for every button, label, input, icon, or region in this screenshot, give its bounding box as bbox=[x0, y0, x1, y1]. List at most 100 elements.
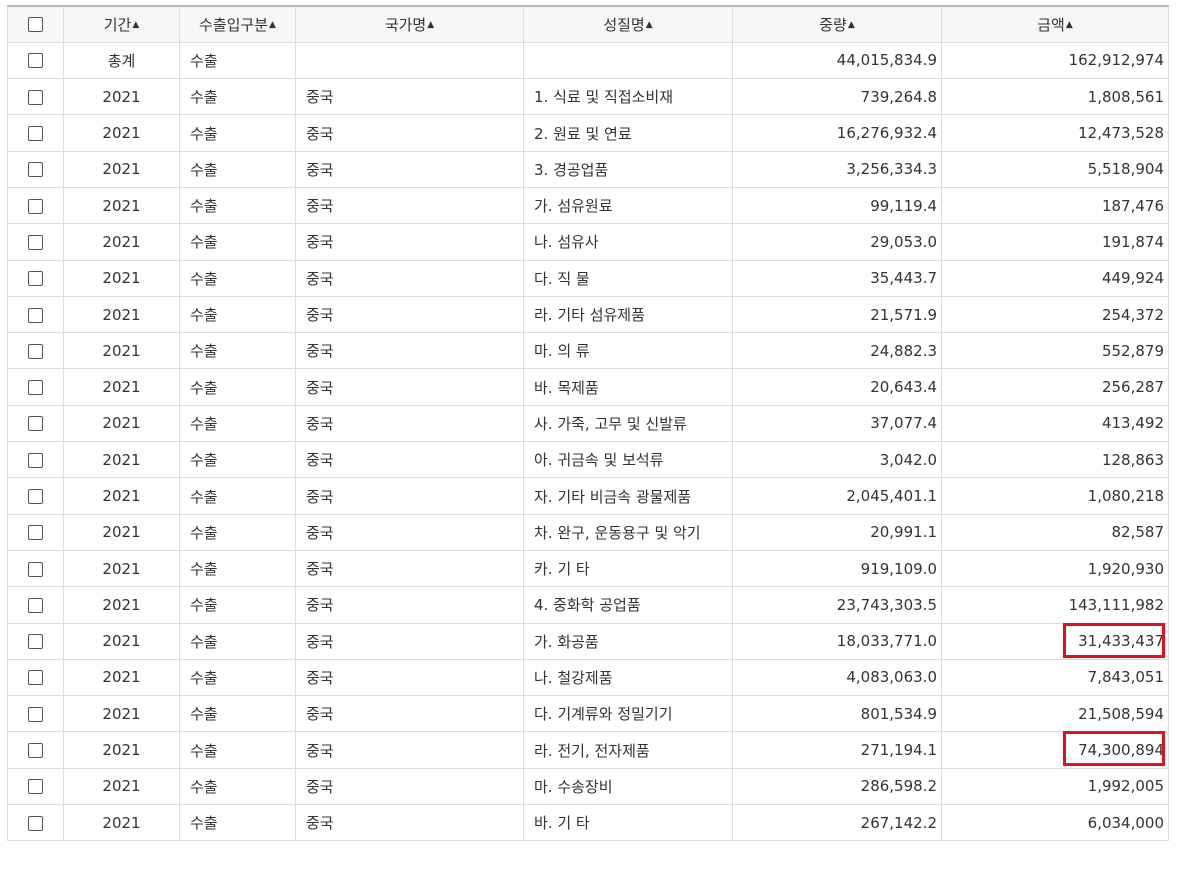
table-row[interactable]: 2021 수출 중국 다. 기계류와 정밀기기 801,534.9 21,508,594 bbox=[7, 695, 1169, 733]
row-checkbox[interactable] bbox=[28, 525, 43, 541]
column-header-label: 중량 bbox=[819, 15, 847, 34]
cell-amount: 1,920,930 bbox=[941, 549, 1169, 588]
table-row[interactable]: 총계 수출 44,015,834.9 162,912,974 bbox=[7, 41, 1169, 80]
cell-amount: 21,508,594 bbox=[941, 695, 1169, 733]
cell-property: 마. 수송장비 bbox=[523, 767, 733, 806]
sort-icon[interactable]: ▲︎ bbox=[427, 20, 435, 31]
cell-country: 중국 bbox=[295, 114, 524, 152]
table-row[interactable]: 2021 수출 중국 아. 귀금속 및 보석류 3,042.0 128,863 bbox=[7, 441, 1169, 479]
row-checkbox[interactable] bbox=[28, 271, 43, 287]
row-checkbox[interactable] bbox=[28, 126, 43, 142]
row-checkbox[interactable] bbox=[28, 343, 43, 359]
sort-icon[interactable]: ▲︎ bbox=[847, 20, 855, 31]
row-checkbox[interactable] bbox=[28, 53, 43, 69]
cell-country: 중국 bbox=[295, 259, 524, 297]
table-row[interactable]: 2021 수출 중국 가. 화공품 18,033,771.0 31,433,437 bbox=[7, 622, 1169, 660]
table-row[interactable]: 2021 수출 중국 바. 목제품 20,643.4 256,287 bbox=[7, 368, 1169, 406]
table-row[interactable]: 2021 수출 중국 라. 기타 섬유제품 21,571.9 254,372 bbox=[7, 295, 1169, 334]
cell-weight: 16,276,932.4 bbox=[732, 114, 942, 152]
cell-property: 라. 기타 섬유제품 bbox=[523, 295, 733, 334]
cell-weight: 18,033,771.0 bbox=[732, 622, 942, 660]
cell-property: 나. 섬유사 bbox=[523, 223, 733, 261]
table-row[interactable]: 2021 수출 중국 다. 직 물 35,443.7 449,924 bbox=[7, 259, 1169, 297]
cell-property: 가. 화공품 bbox=[523, 622, 733, 660]
table-row[interactable]: 2021 수출 중국 2. 원료 및 연료 16,276,932.4 12,473,528 bbox=[7, 114, 1169, 152]
column-header-trade-type[interactable]: 수출입구분▲︎ bbox=[179, 4, 296, 43]
sort-icon[interactable]: ▲︎ bbox=[1065, 20, 1073, 31]
table-row[interactable]: 2021 수출 중국 나. 섬유사 29,053.0 191,874 bbox=[7, 223, 1169, 261]
column-header-label: 금액 bbox=[1037, 15, 1065, 34]
row-select-cell bbox=[7, 186, 64, 225]
column-header-property[interactable]: 성질명▲︎ bbox=[523, 4, 733, 43]
cell-weight: 3,042.0 bbox=[732, 441, 942, 479]
row-select-cell bbox=[7, 332, 64, 370]
table-row[interactable]: 2021 수출 중국 마. 수송장비 286,598.2 1,992,005 bbox=[7, 767, 1169, 806]
row-select-cell bbox=[7, 441, 64, 479]
row-checkbox[interactable] bbox=[28, 561, 43, 577]
row-checkbox[interactable] bbox=[28, 307, 43, 323]
cell-amount: 552,879 bbox=[941, 332, 1169, 370]
table-row[interactable]: 2021 수출 중국 라. 전기, 전자제품 271,194.1 74,300,894 bbox=[7, 731, 1169, 769]
table-row[interactable]: 2021 수출 중국 3. 경공업품 3,256,334.3 5,518,904 bbox=[7, 150, 1169, 188]
column-header-amount[interactable]: 금액▲︎ bbox=[941, 4, 1169, 43]
cell-trade-type: 수출 bbox=[179, 41, 296, 80]
row-checkbox[interactable] bbox=[28, 380, 43, 396]
row-checkbox[interactable] bbox=[28, 815, 43, 831]
cell-period: 총계 bbox=[63, 41, 180, 80]
cell-trade-type: 수출 bbox=[179, 441, 296, 479]
row-select-cell bbox=[7, 731, 64, 769]
cell-period: 2021 bbox=[63, 114, 180, 152]
cell-country: 중국 bbox=[295, 150, 524, 188]
cell-period: 2021 bbox=[63, 295, 180, 334]
row-select-cell bbox=[7, 658, 64, 697]
row-checkbox[interactable] bbox=[28, 452, 43, 468]
table-row[interactable]: 2021 수출 중국 가. 섬유원료 99,119.4 187,476 bbox=[7, 186, 1169, 225]
cell-property: 바. 목제품 bbox=[523, 368, 733, 406]
cell-trade-type: 수출 bbox=[179, 586, 296, 624]
sort-icon[interactable]: ▲︎ bbox=[645, 20, 653, 31]
column-header-period[interactable]: 기간▲︎ bbox=[63, 4, 180, 43]
row-checkbox[interactable] bbox=[28, 743, 43, 759]
row-checkbox[interactable] bbox=[28, 706, 43, 722]
column-header-label: 수출입구분 bbox=[199, 15, 269, 34]
row-checkbox[interactable] bbox=[28, 597, 43, 613]
row-checkbox[interactable] bbox=[28, 198, 43, 214]
cell-amount: 256,287 bbox=[941, 368, 1169, 406]
table-row[interactable]: 2021 수출 중국 사. 가죽, 고무 및 신발류 37,077.4 413,492 bbox=[7, 404, 1169, 443]
row-checkbox[interactable] bbox=[28, 634, 43, 650]
row-checkbox[interactable] bbox=[28, 234, 43, 250]
table-row[interactable]: 2021 수출 중국 나. 철강제품 4,083,063.0 7,843,051 bbox=[7, 658, 1169, 697]
cell-period: 2021 bbox=[63, 332, 180, 370]
cell-trade-type: 수출 bbox=[179, 767, 296, 806]
cell-amount: 128,863 bbox=[941, 441, 1169, 479]
cell-weight: 24,882.3 bbox=[732, 332, 942, 370]
row-checkbox[interactable] bbox=[28, 670, 43, 686]
cell-country: 중국 bbox=[295, 368, 524, 406]
cell-country: 중국 bbox=[295, 404, 524, 443]
cell-amount: 254,372 bbox=[941, 295, 1169, 334]
row-checkbox[interactable] bbox=[28, 162, 43, 178]
table-row[interactable]: 2021 수출 중국 마. 의 류 24,882.3 552,879 bbox=[7, 332, 1169, 370]
select-all-checkbox[interactable] bbox=[28, 17, 43, 33]
sort-icon[interactable]: ▲︎ bbox=[132, 20, 140, 31]
sort-icon[interactable]: ▲︎ bbox=[269, 20, 276, 31]
cell-country: 중국 bbox=[295, 78, 524, 116]
table-row[interactable]: 2021 수출 중국 4. 중화학 공업품 23,743,303.5 143,111,98… bbox=[7, 586, 1169, 624]
cell-property: 차. 완구, 운동용구 및 악기 bbox=[523, 513, 733, 551]
table-row[interactable]: 2021 수출 중국 1. 식료 및 직접소비재 739,264.8 1,808,561 bbox=[7, 78, 1169, 116]
cell-country: 중국 bbox=[295, 223, 524, 261]
cell-amount: 449,924 bbox=[941, 259, 1169, 297]
table-row[interactable]: 2021 수출 중국 카. 기 타 919,109.0 1,920,930 bbox=[7, 549, 1169, 588]
table-row[interactable]: 2021 수출 중국 바. 기 타 267,142.2 6,034,000 bbox=[7, 804, 1169, 842]
column-header-weight[interactable]: 중량▲︎ bbox=[732, 4, 942, 43]
row-checkbox[interactable] bbox=[28, 779, 43, 795]
row-checkbox[interactable] bbox=[28, 489, 43, 504]
table-row[interactable]: 2021 수출 중국 차. 완구, 운동용구 및 악기 20,991.1 82,587 bbox=[7, 513, 1169, 551]
row-checkbox[interactable] bbox=[28, 416, 43, 432]
cell-country: 중국 bbox=[295, 295, 524, 334]
table-row[interactable]: 2021 수출 중국 자. 기타 비금속 광물제품 2,045,401.1 1,080,2… bbox=[7, 477, 1169, 515]
cell-period: 2021 bbox=[63, 404, 180, 443]
cell-property: 다. 기계류와 정밀기기 bbox=[523, 695, 733, 733]
column-header-country[interactable]: 국가명▲︎ bbox=[295, 4, 524, 43]
row-checkbox[interactable] bbox=[28, 89, 43, 105]
